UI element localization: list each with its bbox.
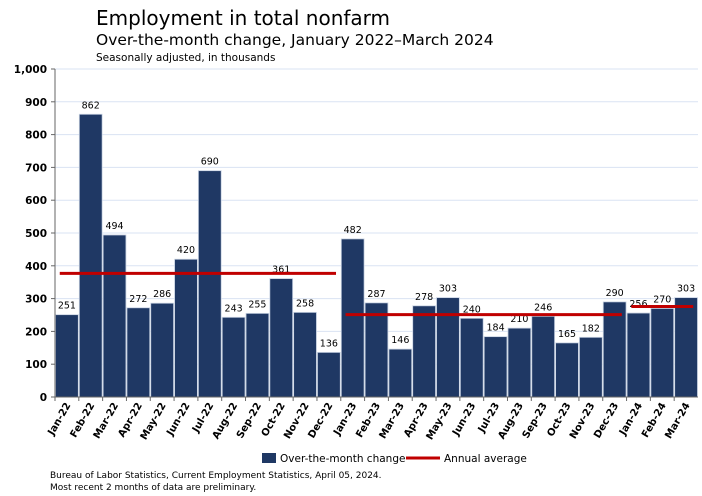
bar — [245, 312, 270, 398]
data-label: 146 — [391, 335, 409, 346]
data-label: 255 — [248, 299, 266, 310]
bar — [555, 342, 579, 398]
data-label: 420 — [177, 245, 195, 256]
data-label: 210 — [510, 314, 528, 325]
data-label: 482 — [344, 225, 362, 236]
y-tick-label: 700 — [25, 162, 47, 174]
x-tick-label: Jul-23 — [476, 401, 502, 435]
bar — [412, 305, 436, 398]
x-tick-label: Jul-22 — [190, 401, 216, 435]
data-label: 303 — [439, 284, 457, 295]
data-label: 303 — [677, 284, 695, 295]
data-label: 256 — [629, 299, 647, 310]
bar — [197, 170, 222, 398]
legend-swatch-bars — [262, 453, 276, 463]
x-tick-label: Jun-22 — [165, 401, 193, 439]
chart-subtitle: Over-the-month change, January 2022–Marc… — [96, 31, 494, 49]
y-tick-label: 200 — [25, 326, 47, 338]
data-label: 286 — [153, 289, 171, 300]
y-tick-label: 800 — [25, 130, 47, 142]
bar — [174, 258, 198, 398]
bar — [150, 302, 174, 398]
data-label: 184 — [487, 323, 505, 334]
y-tick-label: 900 — [25, 97, 47, 109]
bar — [102, 234, 127, 398]
data-label: 278 — [415, 292, 433, 303]
y-tick-label: 1,000 — [14, 64, 47, 76]
bar — [459, 317, 484, 398]
bar — [364, 302, 389, 398]
data-label: 272 — [129, 294, 147, 305]
bar — [436, 297, 460, 398]
chart-title: Employment in total nonfarm — [96, 6, 391, 30]
data-label: 246 — [534, 302, 552, 313]
data-label: 251 — [58, 301, 76, 312]
data-label: 287 — [367, 289, 385, 300]
y-tick-label: 600 — [25, 195, 47, 207]
data-label: 243 — [225, 303, 243, 314]
data-label: 494 — [105, 221, 123, 232]
preliminary-note: Most recent 2 months of data are prelimi… — [50, 483, 257, 493]
bar — [579, 336, 603, 398]
data-label: 258 — [296, 298, 314, 309]
source-note: Bureau of Labor Statistics, Current Empl… — [50, 471, 382, 481]
bar — [388, 348, 413, 398]
bar — [126, 307, 151, 398]
data-label: 182 — [582, 323, 600, 334]
bar — [55, 314, 79, 398]
data-label: 690 — [201, 157, 219, 168]
data-label: 862 — [82, 100, 100, 111]
data-label: 240 — [463, 304, 481, 315]
legend-label: Annual average — [444, 453, 527, 465]
bar — [674, 297, 698, 398]
y-tick-label: 100 — [25, 359, 47, 371]
bar — [269, 278, 294, 398]
bar — [317, 351, 341, 398]
legend-label: Over-the-month change — [280, 453, 405, 465]
bar — [293, 311, 317, 398]
y-tick-label: 300 — [25, 294, 47, 306]
data-label: 270 — [653, 294, 671, 305]
bar — [650, 308, 675, 398]
bar — [507, 327, 532, 398]
bar — [626, 312, 651, 398]
chart-note: Seasonally adjusted, in thousands — [96, 52, 276, 64]
y-tick-label: 0 — [40, 392, 47, 404]
data-label: 290 — [606, 288, 624, 299]
bar — [221, 316, 246, 398]
y-tick-label: 400 — [25, 261, 47, 273]
bar — [531, 315, 556, 398]
x-tick-label: Jun-23 — [450, 401, 478, 439]
bar — [78, 113, 103, 398]
bar — [483, 336, 508, 398]
y-tick-label: 500 — [25, 228, 47, 240]
data-label: 136 — [320, 338, 338, 349]
data-label: 361 — [272, 265, 290, 276]
bar — [340, 238, 365, 398]
data-label: 165 — [558, 329, 576, 340]
